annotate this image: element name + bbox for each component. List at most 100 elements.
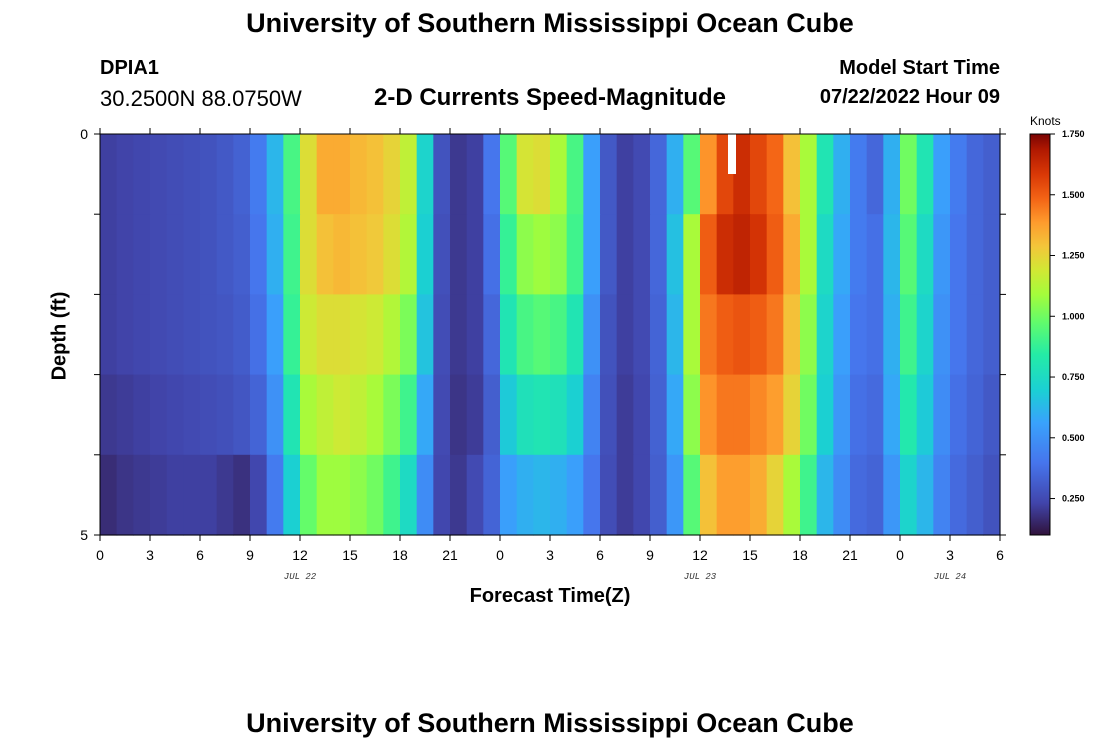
heatmap-cell <box>317 455 334 536</box>
heatmap-cell <box>967 214 984 295</box>
heatmap-cell <box>533 134 550 215</box>
heatmap-cell <box>200 455 217 536</box>
heatmap-cell <box>750 375 767 456</box>
heatmap-cell <box>433 294 450 375</box>
heatmap-cell <box>333 294 350 375</box>
heatmap-cell <box>767 455 784 536</box>
heatmap-cell <box>167 214 184 295</box>
x-tick-label: 0 <box>496 547 504 563</box>
heatmap-cell <box>633 375 650 456</box>
heatmap-cell <box>267 294 284 375</box>
heatmap-cell <box>967 375 984 456</box>
heatmap-cell <box>650 375 667 456</box>
date-label: JUL 22 <box>284 572 317 582</box>
heatmap-cell <box>100 375 117 456</box>
heatmap-cell <box>500 455 517 536</box>
heatmap-cell <box>467 294 484 375</box>
heatmap-cell <box>133 294 150 375</box>
heatmap-cell <box>350 375 367 456</box>
heatmap-cell <box>400 134 417 215</box>
heatmap-cell <box>350 134 367 215</box>
x-tick-label: 18 <box>392 547 408 563</box>
heatmap-cell <box>633 455 650 536</box>
date-labels: JUL 22 JUL 23 JUL 24 <box>284 572 966 582</box>
heatmap-cell <box>783 294 800 375</box>
x-tick-label: 3 <box>546 547 554 563</box>
heatmap-cell <box>850 375 867 456</box>
heatmap-cell <box>900 375 917 456</box>
date-label: JUL 24 <box>934 572 966 582</box>
heatmap-cell <box>600 375 617 456</box>
heatmap-cell <box>983 214 1000 295</box>
heatmap-cell <box>100 134 117 215</box>
heatmap-cell <box>650 214 667 295</box>
heatmap-cell <box>233 214 250 295</box>
heatmap-cell <box>350 214 367 295</box>
heatmap-cell <box>800 214 817 295</box>
heatmap-cell <box>200 294 217 375</box>
heatmap-cell <box>967 134 984 215</box>
heatmap-cell <box>417 375 434 456</box>
heatmap-cell <box>850 294 867 375</box>
heatmap-cell <box>383 294 400 375</box>
heatmap-cell <box>600 455 617 536</box>
x-tick-label: 15 <box>342 547 358 563</box>
heatmap-cell <box>733 375 750 456</box>
colorbar-tick-label: 0.500 <box>1062 433 1085 443</box>
heatmap-cell <box>700 455 717 536</box>
heatmap-cell <box>667 214 684 295</box>
heatmap-cell <box>517 294 534 375</box>
heatmap-cell <box>483 134 500 215</box>
heatmap-cell <box>833 455 850 536</box>
heatmap-cell <box>233 294 250 375</box>
heatmap-cell <box>667 455 684 536</box>
heatmap-cells <box>100 134 1001 536</box>
heatmap-cell <box>833 375 850 456</box>
heatmap-cell <box>467 375 484 456</box>
heatmap-cell <box>700 134 717 215</box>
heatmap-cell <box>333 455 350 536</box>
heatmap-cell <box>483 214 500 295</box>
heatmap-cell <box>300 375 317 456</box>
heatmap-cell <box>700 214 717 295</box>
heatmap-cell <box>650 294 667 375</box>
heatmap-cell <box>283 134 300 215</box>
heatmap-cell <box>817 134 834 215</box>
heatmap-cell <box>383 134 400 215</box>
heatmap-cell <box>133 214 150 295</box>
heatmap-cell <box>200 375 217 456</box>
x-tick-label: 18 <box>792 547 808 563</box>
heatmap-cell <box>367 294 384 375</box>
heatmap-cell <box>767 294 784 375</box>
heatmap-cell <box>433 375 450 456</box>
heatmap-cell <box>433 134 450 215</box>
heatmap-cell <box>600 294 617 375</box>
heatmap-cell <box>250 375 267 456</box>
heatmap-cell <box>450 214 467 295</box>
heatmap-cell <box>300 455 317 536</box>
heatmap-cell <box>217 214 234 295</box>
x-tick-label: 21 <box>442 547 458 563</box>
heatmap-cell <box>633 214 650 295</box>
heatmap-cell <box>167 294 184 375</box>
heatmap-cell <box>417 455 434 536</box>
heatmap-cell <box>700 375 717 456</box>
x-tick-label: 12 <box>292 547 308 563</box>
heatmap-cell <box>700 294 717 375</box>
heatmap-cell <box>717 455 734 536</box>
heatmap-cell <box>100 294 117 375</box>
heatmap-cell <box>500 375 517 456</box>
heatmap-cell <box>183 455 200 536</box>
heatmap-cell <box>283 375 300 456</box>
x-tick-label: 9 <box>646 547 654 563</box>
heatmap-cell <box>417 134 434 215</box>
heatmap-cell <box>133 134 150 215</box>
heatmap-cell <box>483 294 500 375</box>
heatmap-cell <box>317 134 334 215</box>
heatmap-cell <box>683 375 700 456</box>
heatmap-cell <box>883 214 900 295</box>
heatmap-cell <box>650 455 667 536</box>
heatmap-cell <box>383 455 400 536</box>
heatmap-cell <box>517 455 534 536</box>
heatmap-cell <box>800 455 817 536</box>
